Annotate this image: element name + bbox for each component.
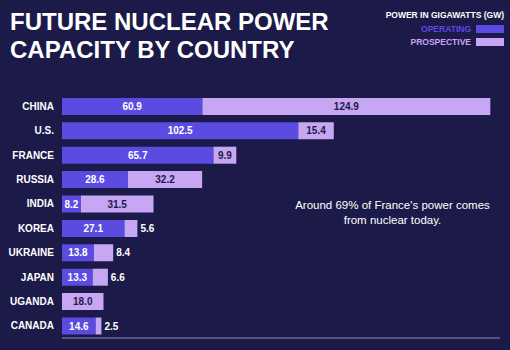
svg-text:UGANDA: UGANDA [10, 296, 54, 307]
svg-text:18.0: 18.0 [73, 296, 93, 307]
svg-text:31.5: 31.5 [107, 199, 127, 210]
html-text:OPERATING: OPERATING [421, 24, 471, 34]
svg-text:KOREA: KOREA [18, 223, 54, 234]
svg-text:JAPAN: JAPAN [21, 272, 54, 283]
svg-text:124.9: 124.9 [334, 101, 359, 112]
svg-text:60.9: 60.9 [122, 101, 142, 112]
svg-text:32.2: 32.2 [155, 174, 175, 185]
svg-text:INDIA: INDIA [27, 198, 54, 209]
svg-text:5.6: 5.6 [140, 223, 154, 234]
svg-text:RUSSIA: RUSSIA [16, 174, 54, 185]
svg-text:13.8: 13.8 [68, 247, 88, 258]
svg-text:13.3: 13.3 [68, 272, 88, 283]
html-text:POWER IN GIGAWATTS (GW): POWER IN GIGAWATTS (GW) [385, 10, 504, 20]
svg-text:27.1: 27.1 [84, 223, 104, 234]
svg-text:CHINA: CHINA [22, 101, 54, 112]
svg-text:6.6: 6.6 [111, 272, 125, 283]
svg-text:UKRAINE: UKRAINE [8, 247, 54, 258]
svg-text:65.7: 65.7 [128, 150, 148, 161]
svg-text:8.2: 8.2 [64, 199, 78, 210]
html-text:FUTURE NUCLEAR POWER CAPACITY: FUTURE NUCLEAR POWER CAPACITY BY COUNTRY [10, 8, 329, 63]
svg-text:15.4: 15.4 [306, 125, 326, 136]
svg-text:28.6: 28.6 [85, 174, 105, 185]
svg-text:102.5: 102.5 [168, 125, 193, 136]
svg-text:14.6: 14.6 [69, 321, 89, 332]
svg-text:FRANCE: FRANCE [12, 150, 54, 161]
svg-text:9.9: 9.9 [218, 150, 232, 161]
svg-text:8.4: 8.4 [116, 247, 130, 258]
html-text:PROSPECTIVE: PROSPECTIVE [410, 37, 471, 47]
html-text:Around 69% of France's power c: Around 69% of France's power comes from … [295, 199, 490, 226]
svg-text:U.S.: U.S. [35, 125, 55, 136]
svg-text:CANADA: CANADA [11, 320, 54, 331]
svg-text:2.5: 2.5 [104, 321, 118, 332]
